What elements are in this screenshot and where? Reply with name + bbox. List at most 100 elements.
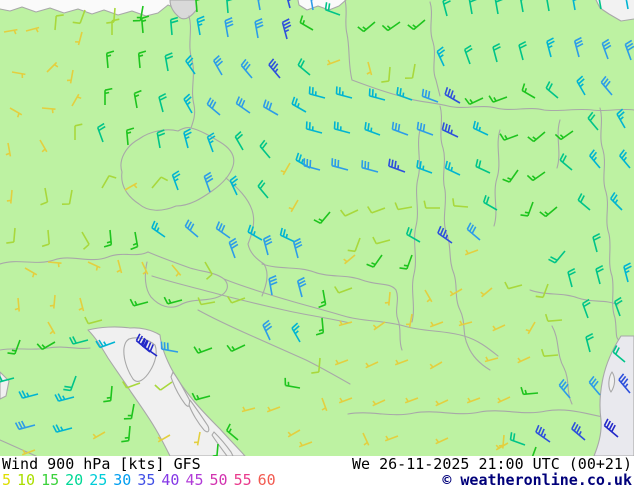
wind-barb: [240, 58, 253, 79]
wind-barb: [266, 406, 281, 413]
wind-barb: [156, 129, 166, 149]
wind-barb: [492, 324, 506, 332]
wind-barb: [364, 121, 381, 136]
wind-barb: [197, 297, 216, 306]
wind-barb: [154, 381, 173, 391]
wind-barb: [228, 237, 239, 259]
wind-barb: [339, 209, 359, 217]
wind-barb: [24, 267, 38, 278]
wind-barb: [18, 390, 39, 399]
wind-barb: [334, 359, 349, 366]
legend-scale-value: 40: [161, 471, 180, 489]
wind-barb: [368, 88, 386, 101]
wind-barb: [49, 294, 56, 309]
wind-barb: [203, 171, 214, 193]
copyright-link[interactable]: © weatheronline.co.uk: [442, 471, 632, 489]
wind-barb: [163, 296, 183, 305]
wind-barb: [449, 288, 463, 297]
wind-barb: [334, 286, 353, 294]
wind-barb: [520, 0, 524, 13]
wind-barb: [169, 16, 179, 36]
wind-barb: [444, 87, 461, 104]
wind-barb: [183, 93, 193, 114]
wind-barb: [394, 202, 413, 211]
wind-barb: [133, 89, 142, 109]
legend-scale-value: 25: [89, 471, 108, 489]
map-footer: Wind 900 hPa [kts] GFS We 26-11-2025 21:…: [0, 456, 634, 490]
wind-barb: [601, 38, 612, 60]
wind-barb: [7, 339, 21, 355]
legend-scale-value: 50: [209, 471, 228, 489]
wind-barb: [435, 437, 449, 445]
wind-barb: [367, 206, 386, 214]
wind-barb: [442, 0, 451, 17]
wind-barb: [424, 289, 433, 303]
wind-barb: [116, 259, 123, 274]
wind-barb: [124, 182, 138, 191]
wind-barb: [404, 63, 416, 79]
wind-barb: [321, 397, 328, 412]
wind-barb: [281, 18, 292, 40]
wind-barb: [407, 19, 426, 31]
wind-barb: [613, 296, 623, 317]
wind-barb: [288, 199, 299, 213]
north-east-corner: [596, 0, 634, 21]
wind-barb: [464, 97, 484, 106]
land-area: [0, 0, 634, 456]
wind-barb: [291, 96, 307, 113]
wind-barb: [184, 219, 199, 238]
wind-barb: [14, 420, 36, 431]
wind-barb: [531, 446, 537, 456]
wind-barb: [291, 322, 301, 343]
wind-barb: [61, 189, 73, 205]
wind-barb: [366, 61, 373, 76]
legend-scale-value: 5: [2, 471, 12, 489]
wind-barb: [598, 0, 602, 10]
wind-barb: [472, 120, 489, 136]
wind-barb: [14, 297, 20, 312]
wind-barb: [405, 313, 413, 328]
coastal-lagoon: [608, 371, 616, 393]
wind-barb: [625, 0, 629, 10]
wind-barb: [234, 131, 244, 151]
wind-barb: [492, 42, 501, 63]
wind-barb: [365, 361, 379, 369]
wind-barb: [141, 261, 149, 275]
wind-barb: [416, 159, 433, 174]
border-slovenia: [144, 251, 228, 308]
wind-barb: [546, 0, 550, 12]
wind-barb: [520, 386, 539, 396]
wind-barb: [137, 50, 147, 69]
wind-barb: [171, 170, 181, 191]
wind-barb: [87, 261, 101, 271]
wind-barb: [576, 75, 586, 96]
wind-barb: [311, 357, 321, 374]
wind-barb: [475, 159, 491, 174]
wind-barb: [229, 175, 239, 196]
wind-barb: [458, 320, 473, 327]
wind-barb: [381, 21, 401, 32]
wind-barb: [130, 231, 139, 251]
weather-map: [0, 0, 634, 456]
wind-barb: [206, 97, 221, 116]
wind-barb: [624, 39, 634, 61]
wind-barb: [540, 348, 559, 357]
wind-barb: [295, 152, 311, 169]
wind-barb: [226, 344, 246, 353]
wind-barb: [600, 75, 613, 96]
wind-barb: [526, 171, 546, 182]
wind-barb: [47, 261, 62, 268]
wind-barb: [185, 54, 196, 75]
wind-barb: [287, 429, 301, 438]
legend-scale-value: 45: [185, 471, 204, 489]
wind-barb: [499, 133, 519, 141]
wind-barb: [11, 71, 26, 79]
wind-barb: [567, 267, 576, 288]
wind-barb: [6, 189, 13, 204]
wind-barb: [572, 0, 577, 11]
wind-barb: [326, 59, 341, 66]
wind-barb: [509, 432, 526, 446]
wind-barb: [527, 131, 546, 143]
wind-barb: [482, 194, 498, 211]
wind-barb: [47, 321, 56, 335]
